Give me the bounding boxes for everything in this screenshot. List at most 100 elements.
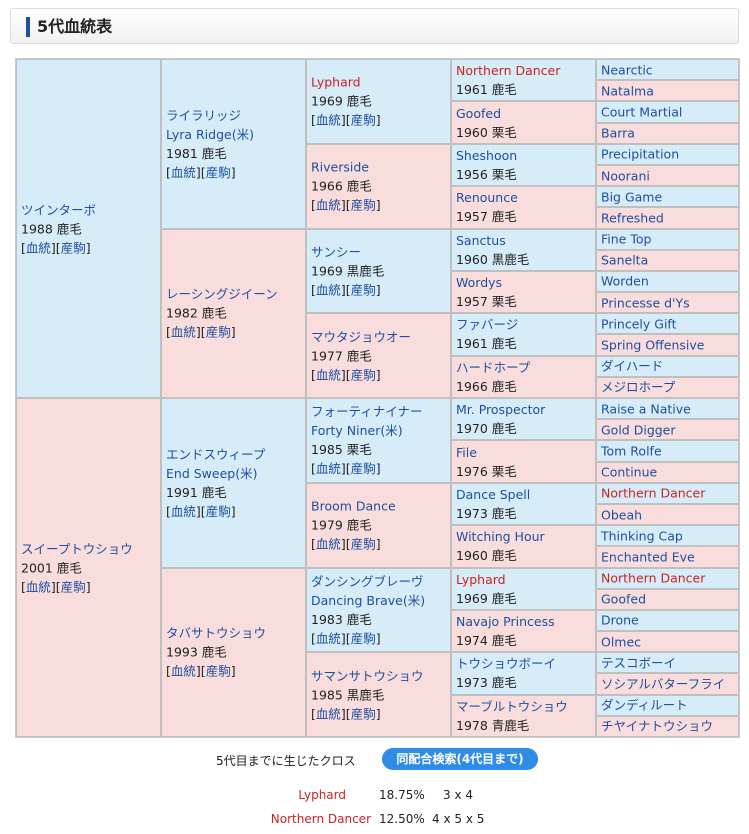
horse-name-link[interactable]: Spring Offensive <box>601 337 705 353</box>
horse-name-link[interactable]: サンシー <box>311 244 362 260</box>
horse-name-link[interactable]: Drone <box>601 612 639 628</box>
horse-name-link[interactable]: Riverside <box>311 159 369 175</box>
horse-name-link[interactable]: Nearctic <box>601 62 653 78</box>
offspring-link[interactable]: 産駒 <box>60 240 86 255</box>
offspring-link[interactable]: 産駒 <box>350 706 376 722</box>
offspring-link[interactable]: 産駒 <box>350 461 376 477</box>
pedigree-link[interactable]: 血統 <box>315 706 341 722</box>
horse-name-link[interactable]: Tom Rolfe <box>601 443 662 459</box>
horse-name-link[interactable]: マウタジョウオー <box>311 329 412 345</box>
offspring-link[interactable]: 産駒 <box>205 503 231 519</box>
offspring-link[interactable]: 産駒 <box>205 663 231 679</box>
offspring-link[interactable]: 産駒 <box>350 282 376 298</box>
horse-name-link[interactable]: Raise a Native <box>601 401 691 417</box>
offspring-link[interactable]: 産駒 <box>350 630 376 646</box>
pedigree-link[interactable]: 血統 <box>170 164 196 180</box>
horse-name-link[interactable]: チヤイナトウショウ <box>601 718 714 734</box>
horse-name-link[interactable]: Goofed <box>456 105 502 121</box>
horse-name-link[interactable]: Witching Hour <box>456 529 545 545</box>
horse-name-link[interactable]: サマンサトウショウ <box>311 668 424 684</box>
same-mating-search-button[interactable]: 同配合検索(4代目まで) <box>382 748 538 770</box>
offspring-link[interactable]: 産駒 <box>350 536 376 552</box>
pedigree-link[interactable]: 血統 <box>170 663 196 679</box>
horse-name-link[interactable]: Enchanted Eve <box>601 549 695 565</box>
horse-name-link[interactable]: Refreshed <box>601 210 664 226</box>
horse-name-link[interactable]: テスコボーイ <box>601 655 677 671</box>
horse-name-link[interactable]: スイープトウショウ <box>21 541 133 556</box>
pedigree-link[interactable]: 血統 <box>25 240 51 255</box>
horse-links: [血統][産駒] <box>311 197 381 213</box>
horse-name-en-link[interactable]: Dancing Brave(米) <box>311 592 426 608</box>
pedigree-link[interactable]: 血統 <box>315 536 341 552</box>
horse-name-link[interactable]: Princely Gift <box>601 316 677 332</box>
horse-name-link[interactable]: Sanctus <box>456 232 506 248</box>
horse-name-link[interactable]: Big Game <box>601 189 663 205</box>
horse-birth-color: 1978 青鹿毛 <box>456 717 530 733</box>
horse-name-link[interactable]: Sanelta <box>601 252 649 268</box>
horse-name-link[interactable]: Barra <box>601 125 635 141</box>
horse-name-link[interactable]: Fine Top <box>601 231 652 247</box>
pedigree-link[interactable]: 血統 <box>315 367 341 383</box>
horse-name-link[interactable]: Goofed <box>601 591 647 607</box>
horse-name-link[interactable]: メジロホープ <box>601 379 676 395</box>
horse-name-link[interactable]: Worden <box>601 273 649 289</box>
offspring-link[interactable]: 産駒 <box>350 197 376 213</box>
horse-name-link[interactable]: ライラリッジ <box>166 107 242 123</box>
offspring-link[interactable]: 産駒 <box>205 324 231 340</box>
horse-name-link[interactable]: ダイハード <box>601 358 664 374</box>
horse-name-link[interactable]: ツインターボ <box>21 202 97 217</box>
pedigree-link[interactable]: 血統 <box>25 579 51 594</box>
horse-birth-color: 1985 黒鹿毛 <box>311 687 385 703</box>
horse-name-link[interactable]: Court Martial <box>601 104 683 120</box>
horse-name-link[interactable]: トウショウボーイ <box>456 656 557 672</box>
horse-name-link[interactable]: Northern Dancer <box>456 63 561 79</box>
horse-name-link[interactable]: Northern Dancer <box>601 485 706 501</box>
horse-name-en-link[interactable]: Forty Niner(米) <box>311 423 403 439</box>
offspring-link[interactable]: 産駒 <box>205 164 231 180</box>
horse-name-link[interactable]: Noorani <box>601 168 650 184</box>
horse-name-link[interactable]: Continue <box>601 464 658 480</box>
horse-name-link[interactable]: Sheshoon <box>456 147 518 163</box>
horse-name-link[interactable]: Broom Dance <box>311 498 396 514</box>
horse-name-link[interactable]: Northern Dancer <box>601 570 706 586</box>
horse-name-link[interactable]: フォーティナイナー <box>311 404 423 420</box>
cross-horse-name[interactable]: Northern Dancer <box>270 812 371 826</box>
horse-name-link[interactable]: ダンシングブレーヴ <box>311 573 424 589</box>
horse-name-link[interactable]: Thinking Cap <box>601 528 683 544</box>
horse-name-link[interactable]: エンドスウィープ <box>166 446 266 462</box>
horse-name-link[interactable]: Lyphard <box>456 571 506 587</box>
horse-name-link[interactable]: ハードホープ <box>456 359 531 375</box>
pedigree-link[interactable]: 血統 <box>315 197 341 213</box>
horse-name-link[interactable]: Precipitation <box>601 146 680 162</box>
horse-name-en-link[interactable]: Lyra Ridge(米) <box>166 126 254 142</box>
horse-name-link[interactable]: File <box>456 444 477 460</box>
horse-name-link[interactable]: Navajo Princess <box>456 614 555 630</box>
horse-name-link[interactable]: ファバージ <box>456 317 519 333</box>
pedigree-link[interactable]: 血統 <box>315 461 341 477</box>
horse-name-link[interactable]: レーシングジイーン <box>166 286 278 302</box>
pedigree-link[interactable]: 血統 <box>315 112 341 128</box>
horse-name-link[interactable]: Obeah <box>601 507 643 523</box>
horse-name-link[interactable]: Olmec <box>601 634 642 650</box>
horse-name-link[interactable]: Renounce <box>456 190 518 206</box>
offspring-link[interactable]: 産駒 <box>60 579 86 594</box>
pedigree-link[interactable]: 血統 <box>315 282 341 298</box>
horse-name-link[interactable]: ソシアルバターフライ <box>601 676 726 692</box>
horse-name-link[interactable]: ダンディルート <box>601 697 688 713</box>
cross-horse-name[interactable]: Lyphard <box>298 788 346 802</box>
horse-name-en-link[interactable]: End Sweep(米) <box>166 465 258 481</box>
offspring-link[interactable]: 産駒 <box>350 112 376 128</box>
pedigree-link[interactable]: 血統 <box>170 324 196 340</box>
horse-name-link[interactable]: マーブルトウショウ <box>456 698 568 714</box>
horse-name-link[interactable]: Gold Digger <box>601 422 676 438</box>
offspring-link[interactable]: 産駒 <box>350 367 376 383</box>
horse-name-link[interactable]: Natalma <box>601 83 654 99</box>
horse-name-link[interactable]: Princesse d'Ys <box>601 295 690 311</box>
pedigree-link[interactable]: 血統 <box>170 503 196 519</box>
horse-name-link[interactable]: Wordys <box>456 275 503 291</box>
pedigree-link[interactable]: 血統 <box>315 630 341 646</box>
horse-name-link[interactable]: Mr. Prospector <box>456 402 546 418</box>
horse-name-link[interactable]: Lyphard <box>311 74 361 90</box>
horse-name-link[interactable]: Dance Spell <box>456 486 531 502</box>
horse-name-link[interactable]: タバサトウショウ <box>166 625 267 641</box>
